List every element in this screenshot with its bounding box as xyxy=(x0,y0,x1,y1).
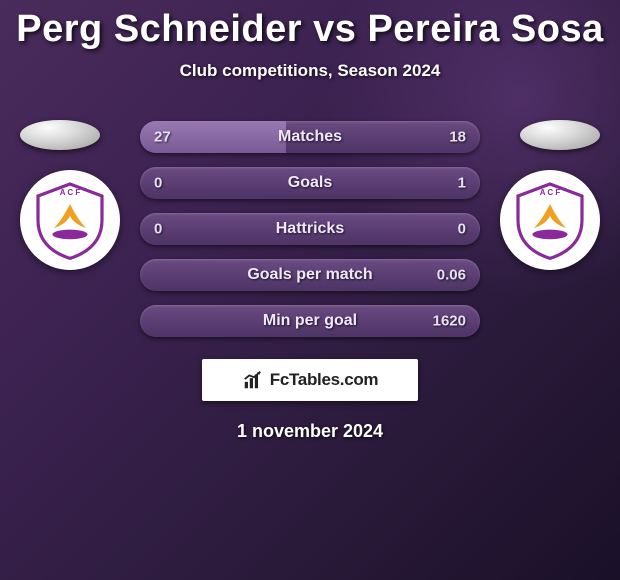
stat-value-right: 1 xyxy=(458,175,466,192)
stat-label: Goals per match xyxy=(247,266,372,284)
vs-label: vs xyxy=(313,8,356,50)
stat-row: 0 Goals 1 xyxy=(140,167,480,199)
club-badge-right: A C F xyxy=(500,170,600,270)
stat-value-right: 18 xyxy=(449,129,466,146)
stat-row: 27 Matches 18 xyxy=(140,121,480,153)
page-title: Perg Schneider vs Pereira Sosa xyxy=(0,8,620,51)
subtitle: Club competitions, Season 2024 xyxy=(0,61,620,81)
stat-row: Goals per match 0.06 xyxy=(140,259,480,291)
flag-left xyxy=(20,120,100,150)
stat-value-right: 0 xyxy=(458,221,466,238)
svg-text:A C F: A C F xyxy=(540,188,561,197)
footer-date: 1 november 2024 xyxy=(0,421,620,442)
stat-row: Min per goal 1620 xyxy=(140,305,480,337)
brand-box: FcTables.com xyxy=(202,359,418,401)
club-badge-left: A C F xyxy=(20,170,120,270)
stat-value-left: 0 xyxy=(154,175,162,192)
player2-name: Pereira Sosa xyxy=(367,8,603,50)
stat-label: Goals xyxy=(288,174,332,192)
stats-list: 27 Matches 18 0 Goals 1 0 Hattricks 0 Goals per m… xyxy=(140,121,480,337)
stat-value-right: 0.06 xyxy=(437,267,466,284)
stat-value-left: 27 xyxy=(154,129,171,146)
stat-value-right: 1620 xyxy=(433,313,466,330)
svg-text:A C F: A C F xyxy=(60,188,81,197)
flag-right xyxy=(520,120,600,150)
club-crest-icon: A C F xyxy=(510,180,590,260)
player1-name: Perg Schneider xyxy=(16,8,302,50)
stat-label: Hattricks xyxy=(276,220,344,238)
club-crest-icon: A C F xyxy=(30,180,110,260)
stat-row: 0 Hattricks 0 xyxy=(140,213,480,245)
stat-label: Matches xyxy=(278,128,342,146)
chart-icon xyxy=(242,369,264,391)
stat-label: Min per goal xyxy=(263,312,357,330)
brand-name: FcTables.com xyxy=(270,370,379,390)
content: Perg Schneider vs Pereira Sosa Club comp… xyxy=(0,0,620,442)
stat-value-left: 0 xyxy=(154,221,162,238)
